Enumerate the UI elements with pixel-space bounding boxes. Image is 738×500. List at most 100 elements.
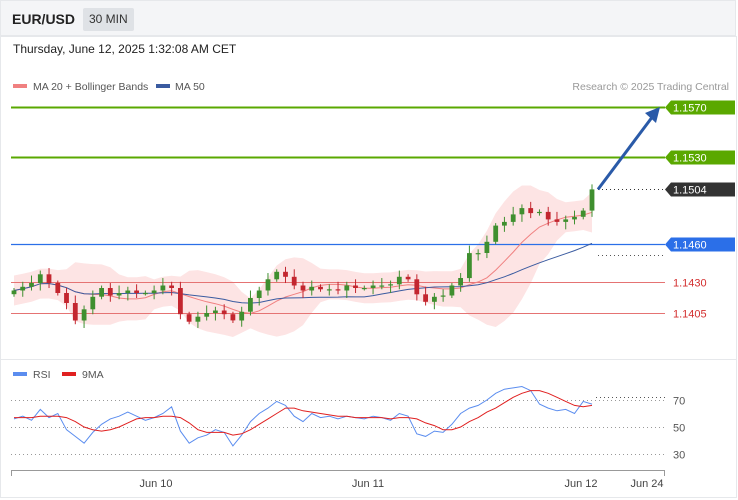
- level-tag-1.1530: [665, 150, 735, 165]
- candle-body: [423, 294, 428, 302]
- candle-body: [160, 285, 166, 291]
- candle-body: [537, 211, 542, 214]
- candle-body: [248, 298, 253, 312]
- candle-body: [178, 288, 183, 315]
- candle-body: [143, 293, 148, 295]
- candle-body: [107, 288, 113, 296]
- candle-body: [519, 208, 525, 215]
- candle-body: [545, 211, 551, 220]
- rsi-ma-legend-swatch: [62, 372, 76, 376]
- candle-body: [300, 285, 306, 291]
- candle-body: [46, 274, 52, 283]
- rsi-tick-30: 30: [673, 450, 685, 462]
- x-tick-label: Jun 11: [352, 478, 384, 490]
- candle-body: [572, 216, 577, 220]
- symbol-label[interactable]: EUR/USD: [12, 11, 76, 27]
- candle-body: [335, 289, 341, 291]
- candle-body: [55, 283, 61, 293]
- candle-body: [388, 284, 393, 286]
- candle-body: [405, 276, 411, 280]
- x-axis: Jun 10 Jun 11 Jun 12 Jun 24: [11, 470, 665, 490]
- candle-body: [195, 316, 201, 322]
- candle-body: [414, 279, 420, 295]
- level-label-1.1430: 1.1430: [673, 278, 707, 290]
- level-label-1.1570: 1.1570: [673, 103, 707, 115]
- candle-body: [274, 271, 280, 280]
- credit-label: Research © 2025 Trading Central: [572, 81, 729, 93]
- candle-body: [318, 286, 323, 290]
- candle-body: [204, 313, 210, 317]
- candle-body: [291, 276, 297, 286]
- x-tick-label: Jun 10: [139, 478, 172, 490]
- candle-body: [475, 253, 481, 255]
- rsi-line: [13, 385, 593, 447]
- rsi-legend-swatch: [13, 372, 27, 376]
- chart-header: EUR/USD 30 MIN: [0, 0, 736, 36]
- candle-body: [309, 286, 315, 291]
- candle-body: [432, 296, 437, 302]
- candle-body: [239, 311, 245, 321]
- candle-body: [256, 290, 262, 298]
- candle-body: [134, 290, 139, 293]
- candle-body: [116, 293, 122, 296]
- candle-body: [20, 286, 26, 291]
- candle-body: [361, 288, 367, 290]
- forecast-arrow-head: [645, 107, 660, 123]
- rsi-plot: 70 50 30: [11, 385, 685, 462]
- candle-body: [186, 314, 192, 322]
- candle-body: [510, 214, 516, 222]
- candle-body: [169, 285, 174, 288]
- chart-frame: [0, 36, 737, 498]
- ma20-legend-label: MA 20 + Bollinger Bands: [33, 81, 148, 93]
- candle-body: [64, 293, 69, 303]
- candle-body: [81, 309, 87, 321]
- level-tag-1.1460: [665, 237, 735, 252]
- candle-body: [580, 210, 586, 217]
- candle-body: [125, 290, 131, 293]
- chart-datetime: Thursday, June 12, 2025 1:32:08 AM CET: [13, 42, 237, 56]
- rsi-legend-label: RSI: [33, 369, 51, 381]
- candle-body: [221, 310, 227, 315]
- level-label-1.1405: 1.1405: [673, 309, 707, 321]
- candle-body: [326, 289, 332, 291]
- candle-body: [151, 290, 157, 293]
- level-label-1.1460: 1.1460: [673, 240, 707, 252]
- price-plot: 1.1570 1.1530 1.1504 1.1460 1.1430 1.1405: [11, 100, 735, 337]
- interval-button[interactable]: 30 MIN: [83, 8, 134, 31]
- forecast-arrow-shaft: [596, 115, 655, 191]
- x-tick-label: Jun 12: [564, 478, 597, 490]
- candle-body: [353, 285, 358, 288]
- candle-body: [589, 189, 595, 211]
- x-tick-label: Jun 24: [630, 478, 663, 490]
- candle-body: [265, 279, 271, 291]
- candle-body: [528, 208, 534, 214]
- candle-body: [72, 303, 78, 321]
- candle-body: [370, 285, 376, 288]
- rsi-tick-70: 70: [673, 396, 685, 408]
- level-tag-1.1504: [665, 182, 735, 197]
- candle-body: [11, 290, 17, 295]
- candle-body: [440, 295, 446, 297]
- candle-body: [563, 219, 569, 222]
- candle-body: [493, 225, 499, 242]
- ma20-legend-swatch: [13, 84, 27, 88]
- candle-body: [29, 283, 34, 287]
- level-label-1.1530: 1.1530: [673, 153, 707, 165]
- rsi-ma-line: [14, 390, 593, 436]
- candle-body: [502, 221, 507, 226]
- candle-body: [283, 271, 288, 277]
- candle-body: [213, 310, 218, 313]
- candle-body: [467, 253, 472, 279]
- candle-body: [379, 285, 385, 287]
- ma50-legend-label: MA 50: [175, 81, 205, 93]
- rsi-tick-50: 50: [673, 423, 685, 435]
- candle-body: [449, 285, 455, 296]
- rsi-ma-legend-label: 9MA: [82, 369, 104, 381]
- candle-body: [554, 219, 560, 222]
- candle-body: [396, 276, 402, 285]
- candle-body: [484, 241, 490, 253]
- candle-body: [99, 288, 104, 297]
- bollinger-band-area: [14, 185, 592, 337]
- level-label-1.1504: 1.1504: [673, 185, 707, 197]
